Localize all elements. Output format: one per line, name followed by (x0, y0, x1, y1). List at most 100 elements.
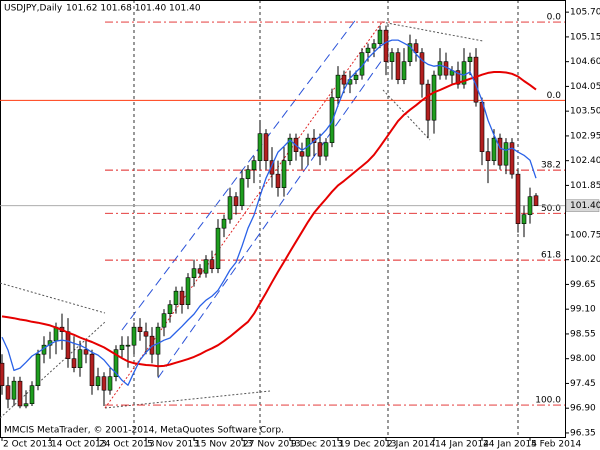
current-price-label: 101.40 (570, 201, 600, 211)
fibo-label: 61.8 (541, 251, 561, 261)
candle-body (179, 290, 185, 305)
candle-body (17, 380, 23, 407)
fibo-label: 100.0 (535, 396, 561, 406)
candle-body (521, 214, 527, 224)
candle-body (95, 376, 101, 386)
y-tick-label: 101.85 (570, 181, 600, 191)
trend-line (381, 21, 484, 42)
candle-body (407, 43, 413, 62)
candle-body (317, 142, 323, 157)
candle-body (413, 43, 419, 53)
x-tick-label: 9 Dec 2013 (291, 440, 343, 450)
candle-body (431, 74, 437, 121)
y-tick-label: 96.90 (570, 404, 596, 414)
candles (0, 25, 539, 409)
y-tick-label: 103.50 (570, 107, 600, 117)
candle-body (257, 133, 263, 161)
fibo-label: 50.0 (541, 204, 561, 214)
y-tick-label: 105.15 (570, 32, 600, 42)
candle-body (11, 380, 17, 400)
candle-body (275, 173, 281, 188)
candle-body (239, 178, 245, 206)
x-tick-label: 14 Jan 2014 (435, 440, 489, 450)
candle-body (425, 83, 431, 121)
candle-body (155, 326, 161, 355)
y-tick-label: 96.35 (570, 428, 596, 438)
candle-body (497, 137, 503, 166)
candle-body (113, 349, 119, 377)
candle-body (365, 47, 371, 53)
candle-body (29, 385, 35, 404)
candle-body (401, 61, 407, 80)
y-tick-label: 99.65 (570, 280, 596, 290)
hline-label: 0.0 (547, 91, 562, 101)
candle-body (245, 169, 251, 179)
candle-body (467, 56, 473, 62)
current-price-box (565, 199, 600, 212)
candle-body (503, 142, 509, 166)
x-tick-label: 5 Feb 2014 (531, 440, 582, 450)
candle-body (227, 196, 233, 220)
candle-body (35, 353, 41, 386)
candle-body (107, 376, 113, 391)
candle-body (125, 344, 131, 347)
y-tick-label: 102.95 (570, 131, 600, 141)
candle-body (299, 151, 305, 157)
x-tick-label: 24 Jan 2014 (483, 440, 537, 450)
y-tick-label: 99.10 (570, 305, 596, 315)
candle-body (83, 349, 89, 355)
candle-body (209, 259, 215, 269)
y-tick-label: 100.20 (570, 255, 600, 265)
candle-body (263, 133, 269, 161)
candle-body (395, 52, 401, 80)
candle-body (77, 349, 83, 368)
candle-body (455, 70, 461, 85)
candle-body (191, 268, 197, 278)
candle-body (341, 74, 347, 85)
fibo-diagonal (104, 21, 383, 409)
channel-line (157, 59, 383, 379)
candle-body (161, 313, 167, 328)
candle-body (143, 331, 149, 337)
candle-body (5, 385, 11, 400)
candle-body (71, 358, 77, 368)
x-tick-label: 2 Jan 2014 (387, 440, 435, 450)
candle-body (269, 160, 275, 175)
x-tick-label: 5 Nov 2013 (147, 440, 199, 450)
candle-body (65, 331, 71, 359)
candle-body (353, 74, 359, 80)
y-tick-label: 98.00 (570, 354, 596, 364)
candle-body (473, 56, 479, 103)
candle-body (491, 137, 497, 161)
y-tick-label: 104.05 (570, 82, 600, 92)
candle-body (0, 362, 5, 386)
candle-body (335, 74, 341, 98)
candle-body (173, 290, 179, 305)
drawn-objects (0, 17, 484, 419)
candle-body (323, 142, 329, 157)
candle-body (251, 160, 257, 170)
y-tick-label: 97.45 (570, 379, 596, 389)
x-tick-label: 15 Nov 2013 (195, 440, 253, 450)
y-tick-label: 98.55 (570, 329, 596, 339)
candle-body (371, 43, 377, 49)
candle-body (167, 304, 173, 314)
candle-body (419, 52, 425, 85)
y-tick-label: 100.75 (570, 230, 600, 240)
candle-body (215, 227, 221, 269)
candle-body (119, 344, 125, 350)
fibo-label: 0.0 (547, 13, 562, 23)
candle-body (515, 173, 521, 224)
candle-body (437, 61, 443, 76)
channel-line (121, 17, 358, 331)
fibo-label: 38.2 (541, 161, 561, 171)
plot-frame (0, 0, 566, 438)
candle-body (533, 195, 539, 206)
candle-body (527, 196, 533, 215)
candle-body (281, 160, 287, 188)
moving-average (1, 39, 537, 386)
trend-line (382, 89, 431, 141)
candle-body (287, 137, 293, 161)
